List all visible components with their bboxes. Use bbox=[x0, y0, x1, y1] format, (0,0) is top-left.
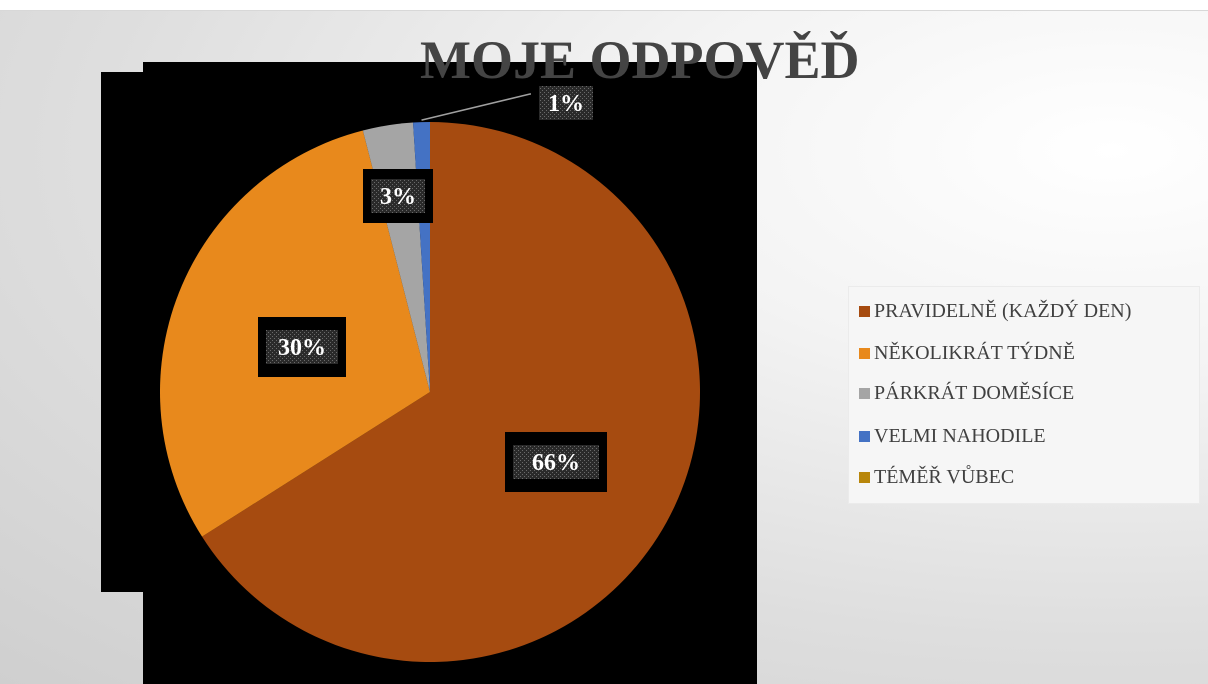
legend-item-0: PRAVIDELNĚ (KAŽDÝ DEN) bbox=[859, 298, 1131, 324]
background-block-left bbox=[101, 72, 143, 592]
data-label-bg-3 bbox=[539, 86, 593, 120]
legend-swatch-0 bbox=[859, 305, 870, 317]
legend-label-0: PRAVIDELNĚ (KAŽDÝ DEN) bbox=[874, 299, 1132, 322]
legend-item-3: VELMI NAHODILE bbox=[859, 423, 1046, 449]
pie-slice-0 bbox=[202, 122, 700, 663]
leader-line-3 bbox=[421, 93, 540, 121]
data-label-bg-0 bbox=[513, 445, 599, 479]
chart-legend: PRAVIDELNĚ (KAŽDÝ DEN) NĚKOLIKRÁT TÝDNĚ … bbox=[848, 286, 1200, 504]
legend-label-4: TÉMĚŘ VŮBEC bbox=[874, 465, 1015, 488]
data-label-3: 1% bbox=[548, 91, 584, 117]
legend-label-3: VELMI NAHODILE bbox=[874, 424, 1046, 447]
data-label-bg-1 bbox=[266, 330, 338, 364]
data-label-bg-2 bbox=[371, 179, 425, 213]
legend-item-4: TÉMĚŘ VŮBEC bbox=[859, 464, 1014, 490]
legend-swatch-1 bbox=[859, 347, 870, 359]
chart-title: MOJE ODPOVĚĎ bbox=[420, 30, 860, 90]
slide-top-border bbox=[0, 0, 1208, 11]
legend-item-1: NĚKOLIKRÁT TÝDNĚ bbox=[859, 340, 1075, 366]
legend-label-2: PÁRKRÁT DOMĚSÍCE bbox=[874, 381, 1075, 404]
legend-swatch-4 bbox=[859, 471, 870, 483]
legend-item-2: PÁRKRÁT DOMĚSÍCE bbox=[859, 380, 1074, 406]
data-label-2: 3% bbox=[380, 184, 416, 210]
legend-swatch-2 bbox=[859, 387, 870, 399]
legend-swatch-3 bbox=[859, 430, 870, 442]
data-label-0: 66% bbox=[532, 450, 580, 476]
data-label-1: 30% bbox=[278, 335, 326, 361]
legend-label-1: NĚKOLIKRÁT TÝDNĚ bbox=[874, 341, 1075, 364]
